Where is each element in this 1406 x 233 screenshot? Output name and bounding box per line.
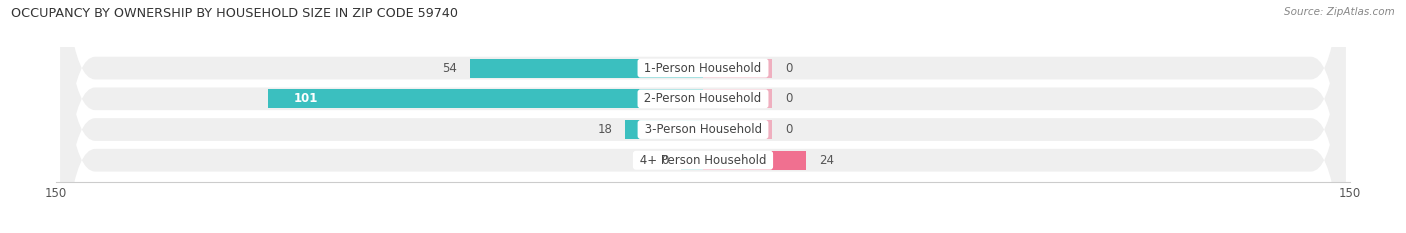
FancyBboxPatch shape: [60, 0, 1346, 233]
Bar: [703, 58, 772, 78]
Text: 2-Person Household: 2-Person Household: [641, 92, 765, 105]
Bar: [682, 151, 703, 170]
Text: 101: 101: [294, 92, 318, 105]
Text: 3-Person Household: 3-Person Household: [641, 123, 765, 136]
Bar: [626, 120, 703, 139]
Bar: [703, 151, 807, 170]
Text: 0: 0: [785, 123, 793, 136]
Bar: [703, 120, 772, 139]
Text: 54: 54: [443, 62, 457, 75]
Text: Source: ZipAtlas.com: Source: ZipAtlas.com: [1284, 7, 1395, 17]
Text: OCCUPANCY BY OWNERSHIP BY HOUSEHOLD SIZE IN ZIP CODE 59740: OCCUPANCY BY OWNERSHIP BY HOUSEHOLD SIZE…: [11, 7, 458, 20]
Text: 18: 18: [598, 123, 613, 136]
FancyBboxPatch shape: [60, 0, 1346, 233]
Text: 24: 24: [820, 154, 834, 167]
FancyBboxPatch shape: [60, 0, 1346, 233]
Bar: [703, 89, 772, 108]
FancyBboxPatch shape: [60, 0, 1346, 233]
Text: 0: 0: [785, 92, 793, 105]
Text: 1-Person Household: 1-Person Household: [641, 62, 765, 75]
Text: 4+ Person Household: 4+ Person Household: [636, 154, 770, 167]
Bar: [470, 58, 703, 78]
Bar: [267, 89, 703, 108]
Text: 0: 0: [785, 62, 793, 75]
Text: 0: 0: [661, 154, 668, 167]
